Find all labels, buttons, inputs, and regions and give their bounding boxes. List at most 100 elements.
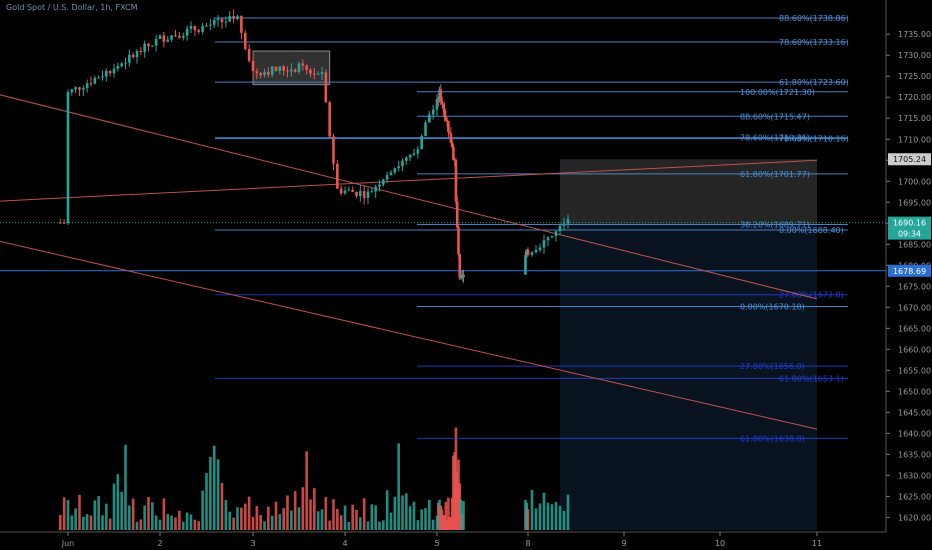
volume-bar — [313, 488, 316, 530]
volume-bar — [558, 505, 562, 530]
candle-body — [389, 172, 393, 176]
volume-bar — [385, 490, 389, 530]
volume-bar — [374, 505, 377, 530]
candle-body — [542, 240, 546, 248]
volume-bar — [562, 510, 566, 530]
candle-body — [445, 119, 449, 122]
volume-bar — [78, 494, 81, 530]
volume-bar — [270, 515, 274, 530]
volume-bar — [267, 506, 270, 530]
volume-bar — [232, 517, 235, 530]
candle-body — [316, 73, 320, 75]
price-tick-label: 1735.00 — [898, 30, 931, 39]
candle-body — [424, 122, 427, 136]
price-tick-label: 1645.00 — [898, 408, 931, 417]
price-tag-box — [888, 216, 931, 229]
candle-body — [174, 35, 177, 37]
volume-bar — [66, 500, 70, 530]
candle-body — [166, 39, 170, 42]
volume-bar — [85, 514, 89, 530]
volume-bar — [143, 505, 146, 530]
candle-body — [385, 175, 389, 180]
candle-body — [440, 100, 444, 105]
candles-layer — [59, 9, 570, 283]
candle-body — [442, 104, 445, 109]
candle-body — [355, 191, 358, 196]
candle-body — [209, 24, 212, 26]
candle-body — [105, 71, 108, 77]
time-tick-label: 9 — [621, 539, 626, 548]
volume-bar — [293, 491, 297, 530]
candle-body — [139, 50, 143, 52]
candle-body — [154, 39, 158, 46]
volume-bar — [263, 521, 266, 530]
volume-bar — [297, 507, 301, 530]
volume-bar — [259, 514, 262, 530]
volume-bar — [328, 520, 331, 530]
volume-bar — [70, 515, 74, 530]
volume-bar — [382, 520, 385, 530]
candle-body — [128, 54, 131, 63]
candle-body — [452, 147, 455, 160]
candle-body — [458, 254, 462, 278]
candle-body — [420, 135, 423, 150]
candle-body — [89, 83, 93, 85]
candle-body — [243, 32, 247, 50]
volume-bar — [282, 508, 285, 530]
candle-body — [251, 60, 255, 72]
volume-bar — [526, 509, 530, 530]
volume-bar — [89, 515, 93, 530]
fib-levels-layer: 88.60%(1738.86) 78.60%(1733.16) 61.80%(172… — [215, 14, 849, 443]
candle-body — [301, 63, 305, 66]
price-tick-label: 1665.00 — [898, 324, 931, 333]
volume-bar — [305, 451, 308, 530]
candle-body — [116, 65, 120, 69]
candle-body — [189, 26, 193, 29]
candle-body — [538, 247, 542, 251]
candle-body — [181, 35, 185, 38]
volume-bar — [420, 509, 423, 530]
volume-bar — [101, 515, 104, 530]
candle-body — [447, 121, 450, 133]
volume-bar — [431, 519, 435, 530]
volume-bar — [538, 503, 542, 530]
volume-bar — [108, 518, 112, 530]
candle-body — [108, 71, 112, 74]
candle-body — [224, 21, 228, 23]
candle-body — [170, 35, 173, 40]
chart-title: Gold Spot / U.S. Dollar, 1h, FXCM — [6, 3, 138, 12]
volume-bar — [174, 517, 177, 530]
candle-body — [431, 109, 435, 115]
trendline-1 — [0, 94, 818, 300]
volume-bar — [185, 512, 189, 530]
candle-body — [397, 166, 400, 169]
candle-body — [530, 252, 534, 255]
candle-body — [82, 88, 85, 90]
volume-bar — [170, 515, 173, 530]
candle-body — [240, 15, 243, 33]
price-tick-label: 1630.00 — [898, 471, 931, 480]
candle-body — [297, 63, 301, 72]
volume-bar — [139, 519, 143, 530]
candle-body — [212, 20, 216, 25]
volume-bar — [405, 493, 408, 530]
volume-bar — [128, 505, 131, 530]
candle-body — [443, 108, 446, 118]
volume-bar — [301, 487, 305, 530]
time-axis[interactable]: Jun 2 3 4 5 8 9 10 11 — [0, 531, 886, 548]
volume-bar — [393, 496, 397, 530]
candle-body — [112, 68, 116, 74]
volume-bar — [278, 514, 282, 530]
time-tick-label: 11 — [812, 539, 822, 548]
volume-bar — [178, 510, 181, 530]
fib-level-label: 78.60%(1733.16) — [779, 38, 849, 47]
candle-body — [313, 73, 316, 75]
volume-bar — [212, 445, 216, 530]
volume-bar — [151, 502, 154, 530]
volume-bar — [59, 515, 62, 530]
candle-body — [339, 188, 343, 194]
candle-body — [457, 227, 460, 255]
candle-body — [270, 66, 274, 75]
volume-bar — [462, 501, 465, 530]
